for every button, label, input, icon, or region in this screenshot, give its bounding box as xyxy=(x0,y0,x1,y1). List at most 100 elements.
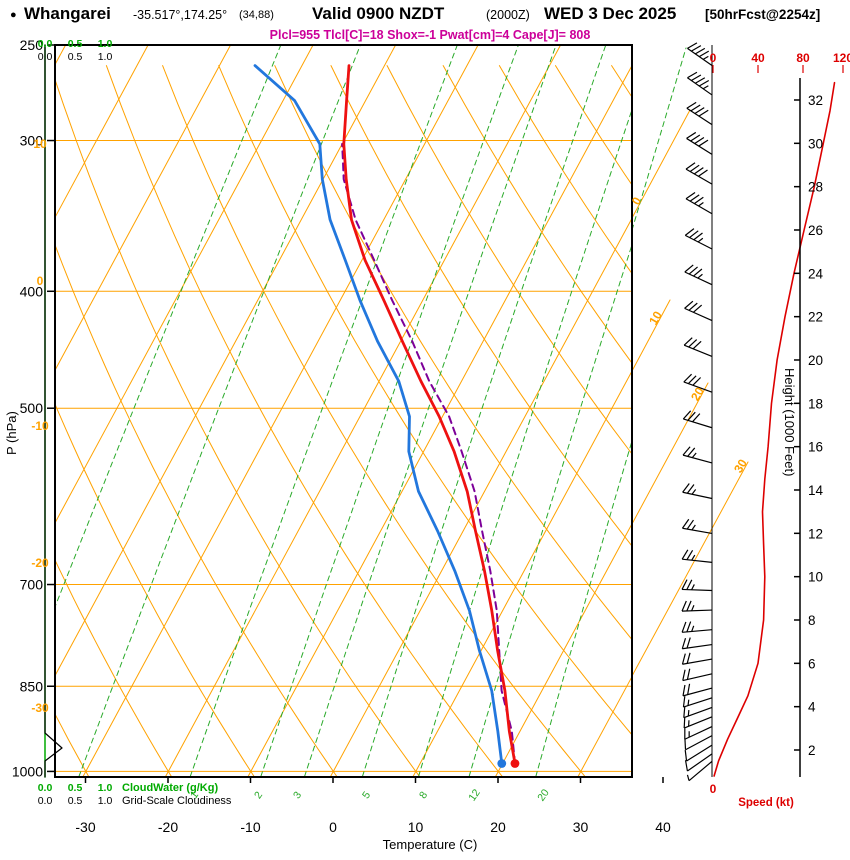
svg-text:CloudWater (g/Kg): CloudWater (g/Kg) xyxy=(122,782,218,794)
pressure-axis: 250 300 400 500 700 850 1000 P (hPa) xyxy=(4,37,55,779)
svg-text:20: 20 xyxy=(490,819,506,835)
svg-text:18: 18 xyxy=(808,396,823,411)
svg-text:0.0: 0.0 xyxy=(38,795,53,807)
cloudiness-profile-line xyxy=(44,44,63,778)
svg-text:4: 4 xyxy=(808,700,816,715)
station-coordinates: -35.517°,174.25° xyxy=(133,8,228,22)
svg-text:0.0: 0.0 xyxy=(38,782,53,794)
svg-text:20: 20 xyxy=(808,353,823,368)
svg-text:26: 26 xyxy=(808,223,823,238)
svg-text:0.5: 0.5 xyxy=(68,38,83,50)
svg-text:500: 500 xyxy=(20,400,44,416)
svg-text:2: 2 xyxy=(252,789,265,801)
svg-text:40: 40 xyxy=(655,819,671,835)
svg-text:28: 28 xyxy=(808,180,823,195)
station-bullet-icon: ● xyxy=(10,9,17,21)
plot-border xyxy=(54,44,633,778)
svg-text:10: 10 xyxy=(808,570,823,585)
svg-text:300: 300 xyxy=(20,133,44,149)
svg-text:0.5: 0.5 xyxy=(68,795,83,807)
svg-text:Speed (kt): Speed (kt) xyxy=(738,797,794,809)
svg-text:0: 0 xyxy=(710,782,717,796)
svg-text:P (hPa): P (hPa) xyxy=(4,411,19,455)
svg-text:Grid-Scale Cloudiness: Grid-Scale Cloudiness xyxy=(122,795,232,807)
svg-text:0.0: 0.0 xyxy=(38,38,53,50)
svg-text:0.5: 0.5 xyxy=(68,782,83,794)
svg-text:-20: -20 xyxy=(31,556,49,570)
svg-text:30: 30 xyxy=(573,819,589,835)
title-bar: ● Whangarei -35.517°,174.25° (34,88) Val… xyxy=(0,0,850,26)
svg-text:32: 32 xyxy=(808,93,823,108)
temperature-curve xyxy=(342,64,517,765)
svg-text:10: 10 xyxy=(408,819,424,835)
svg-text:0.0: 0.0 xyxy=(38,51,53,63)
svg-text:Height (1000 Feet): Height (1000 Feet) xyxy=(782,368,797,476)
dewpoint-curve xyxy=(253,64,504,765)
svg-text:1: 1 xyxy=(188,789,201,801)
svg-text:Temperature (C): Temperature (C) xyxy=(383,837,478,852)
temperature-axis: -30 -20 -10 0 10 20 30 40 Temperature (C) xyxy=(75,777,671,852)
svg-text:12: 12 xyxy=(466,787,483,804)
svg-text:250: 250 xyxy=(20,37,44,53)
indices-line: Plcl=955 Tlcl[C]=18 Shox=-1 Pwat[cm]=4 C… xyxy=(269,28,591,42)
speed-axis: 0 40 80 120 0 Speed (kt) xyxy=(710,51,850,809)
valid-date: WED 3 Dec 2025 xyxy=(544,4,677,23)
svg-text:120: 120 xyxy=(833,51,850,65)
svg-text:20: 20 xyxy=(688,384,707,403)
svg-text:16: 16 xyxy=(808,440,823,455)
svg-text:8: 8 xyxy=(808,613,816,628)
svg-text:1.0: 1.0 xyxy=(98,782,113,794)
speed-profile-curve xyxy=(713,81,836,777)
svg-text:1.0: 1.0 xyxy=(98,38,113,50)
svg-text:30: 30 xyxy=(731,456,750,475)
svg-text:80: 80 xyxy=(796,51,810,65)
svg-text:-10: -10 xyxy=(240,819,260,835)
svg-text:1000: 1000 xyxy=(12,763,43,779)
valid-time-utc: (2000Z) xyxy=(486,8,530,22)
surface-dots xyxy=(497,759,520,768)
svg-text:0: 0 xyxy=(329,819,337,835)
isobar-grid xyxy=(55,140,632,772)
svg-text:1.0: 1.0 xyxy=(98,51,113,63)
svg-text:14: 14 xyxy=(808,483,824,498)
svg-text:-30: -30 xyxy=(31,701,49,715)
mixing-ratio-grid xyxy=(55,45,632,777)
svg-text:2: 2 xyxy=(808,743,816,758)
cloud-scale-labels: 0.00.00.00.00.50.50.50.51.01.01.01.0Clou… xyxy=(38,38,232,807)
svg-text:0: 0 xyxy=(710,51,717,65)
svg-text:0: 0 xyxy=(37,274,44,288)
svg-text:6: 6 xyxy=(808,656,816,671)
svg-text:22: 22 xyxy=(808,310,823,325)
svg-text:1.0: 1.0 xyxy=(98,795,113,807)
svg-text:10: 10 xyxy=(646,308,665,327)
svg-text:-30: -30 xyxy=(75,819,95,835)
svg-text:-20: -20 xyxy=(158,819,178,835)
svg-text:10: 10 xyxy=(33,137,47,151)
grid-point: (34,88) xyxy=(239,9,274,21)
svg-text:5: 5 xyxy=(360,789,373,801)
station-name: Whangarei xyxy=(24,4,111,23)
svg-text:-10: -10 xyxy=(31,419,49,433)
parcel-curve xyxy=(341,143,516,765)
svg-text:40: 40 xyxy=(751,51,765,65)
svg-text:8: 8 xyxy=(417,789,430,801)
svg-text:24: 24 xyxy=(808,266,824,281)
svg-text:850: 850 xyxy=(20,678,44,694)
valid-time: Valid 0900 NZDT xyxy=(312,4,445,23)
svg-text:400: 400 xyxy=(20,283,44,299)
svg-text:12: 12 xyxy=(808,526,823,541)
forecast-hour: [50hrFcst@2254z] xyxy=(705,7,821,22)
svg-text:700: 700 xyxy=(20,577,44,593)
dry-adiabat-grid xyxy=(55,65,632,777)
svg-text:0.5: 0.5 xyxy=(68,51,83,63)
isotherm-grid xyxy=(55,45,632,777)
grid-extension-lines xyxy=(631,47,749,677)
wind-barb-column xyxy=(681,42,713,782)
svg-text:30: 30 xyxy=(808,136,823,151)
svg-text:20: 20 xyxy=(535,787,552,804)
svg-text:3: 3 xyxy=(291,789,304,801)
